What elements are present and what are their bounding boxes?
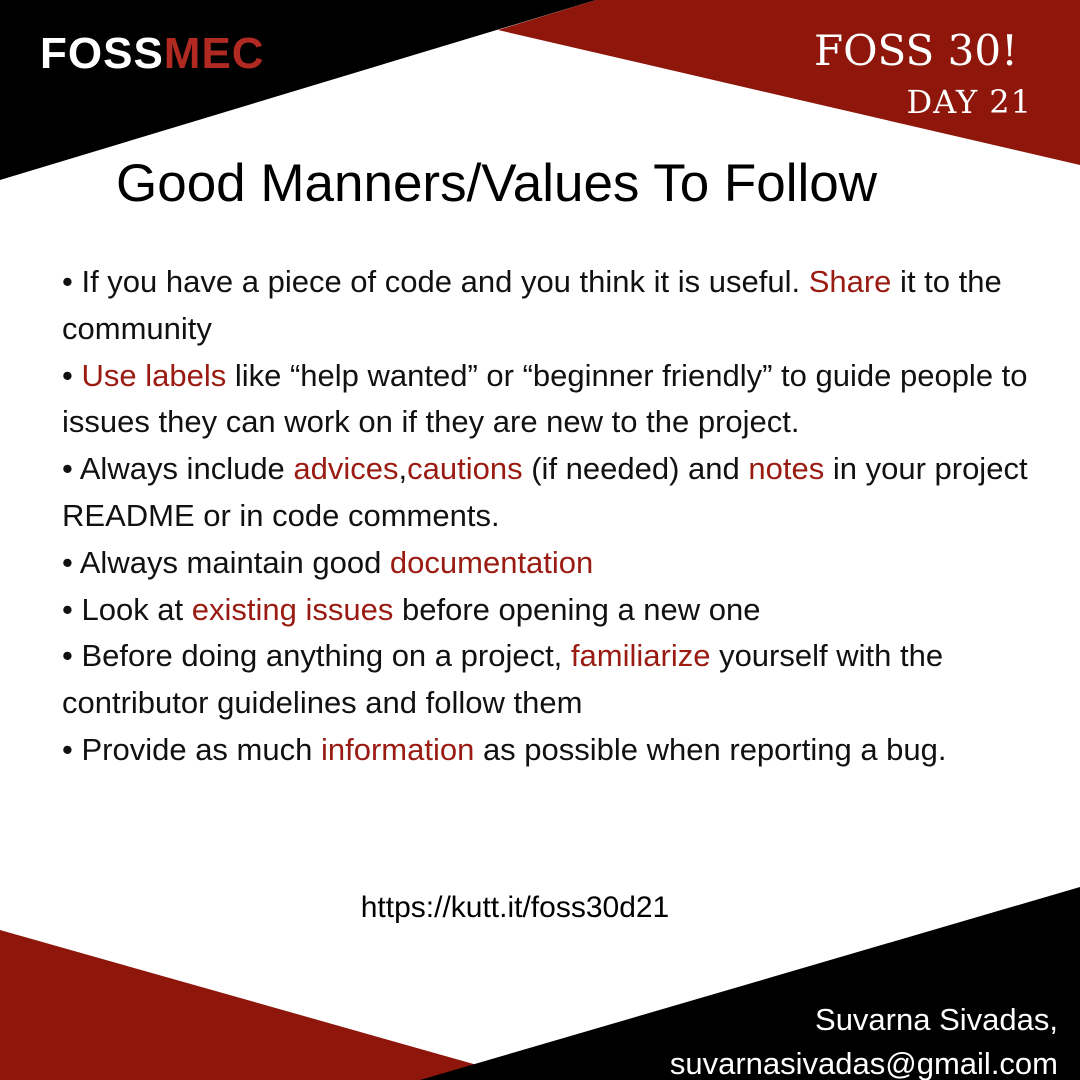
highlighted-keyword: notes (748, 451, 825, 487)
fossmec-logo: FOSSMEC (40, 30, 265, 78)
highlighted-keyword: familiarize (570, 638, 711, 674)
highlighted-keyword: advices (293, 451, 399, 487)
list-item: • Always include advices,cautions (if ne… (62, 446, 1052, 540)
list-item-text: • (62, 357, 82, 393)
author-name: Suvarna Sivadas, (815, 1002, 1058, 1037)
top-right-red-band (498, 0, 1080, 165)
author-credit: Suvarna Sivadas, suvarnasivadas@gmail.co… (670, 998, 1058, 1080)
list-item-text: • Always include (62, 451, 294, 487)
bottom-right-black-band (420, 887, 1080, 1080)
list-item-text: • Always maintain good (62, 544, 390, 580)
highlighted-keyword: cautions (407, 451, 523, 487)
list-item-text: (if needed) and (522, 451, 749, 487)
highlighted-keyword: documentation (389, 544, 594, 580)
list-item: • Provide as much information as possibl… (62, 727, 1052, 774)
highlighted-keyword: Use labels (81, 357, 227, 393)
highlighted-keyword: Share (808, 264, 892, 299)
values-list: • If you have a piece of code and you th… (62, 259, 1052, 774)
list-item: • Before doing anything on a project, fa… (62, 633, 1052, 727)
logo-mec-text: MEC (163, 29, 265, 78)
list-item-text: , (398, 451, 408, 487)
list-item-text: in your project README or in code commen… (62, 451, 1054, 533)
list-item: • Use labels like “help wanted” or “begi… (62, 353, 1052, 447)
list-item-text: before opening a new one (393, 591, 761, 627)
list-item-text: as possible when reporting a bug. (474, 731, 947, 767)
author-email[interactable]: suvarnasivadas@gmail.com (669, 1046, 1058, 1080)
highlighted-keyword: existing issues (191, 591, 394, 627)
event-title: FOSS 30! (813, 26, 1018, 75)
top-left-black-band (0, 0, 596, 180)
logo-foss-text: FOSS (40, 29, 164, 78)
page-title: Good Manners/Values To Follow (116, 154, 878, 213)
highlighted-keyword: information (320, 731, 475, 767)
list-item: • If you have a piece of code and you th… (62, 259, 1052, 353)
list-item-text: it to the community (62, 264, 1011, 346)
event-day: DAY 21 (906, 83, 1032, 121)
list-item: • Always maintain good documentation (62, 540, 1052, 587)
bottom-left-red-band (0, 930, 530, 1080)
list-item-text: • Look at (62, 591, 192, 627)
list-item-text: like “help wanted” or “beginner friendly… (62, 357, 1037, 440)
list-item-text: • Provide as much (62, 731, 321, 767)
list-item: • Look at existing issues before opening… (62, 587, 1052, 634)
list-item-text: yourself with the contributor guidelines… (62, 638, 952, 721)
short-link[interactable]: https://kutt.it/foss30d21 (360, 891, 670, 924)
list-item-text: • If you have a piece of code and you th… (62, 264, 809, 299)
list-item-text: • Before doing anything on a project, (62, 638, 571, 674)
